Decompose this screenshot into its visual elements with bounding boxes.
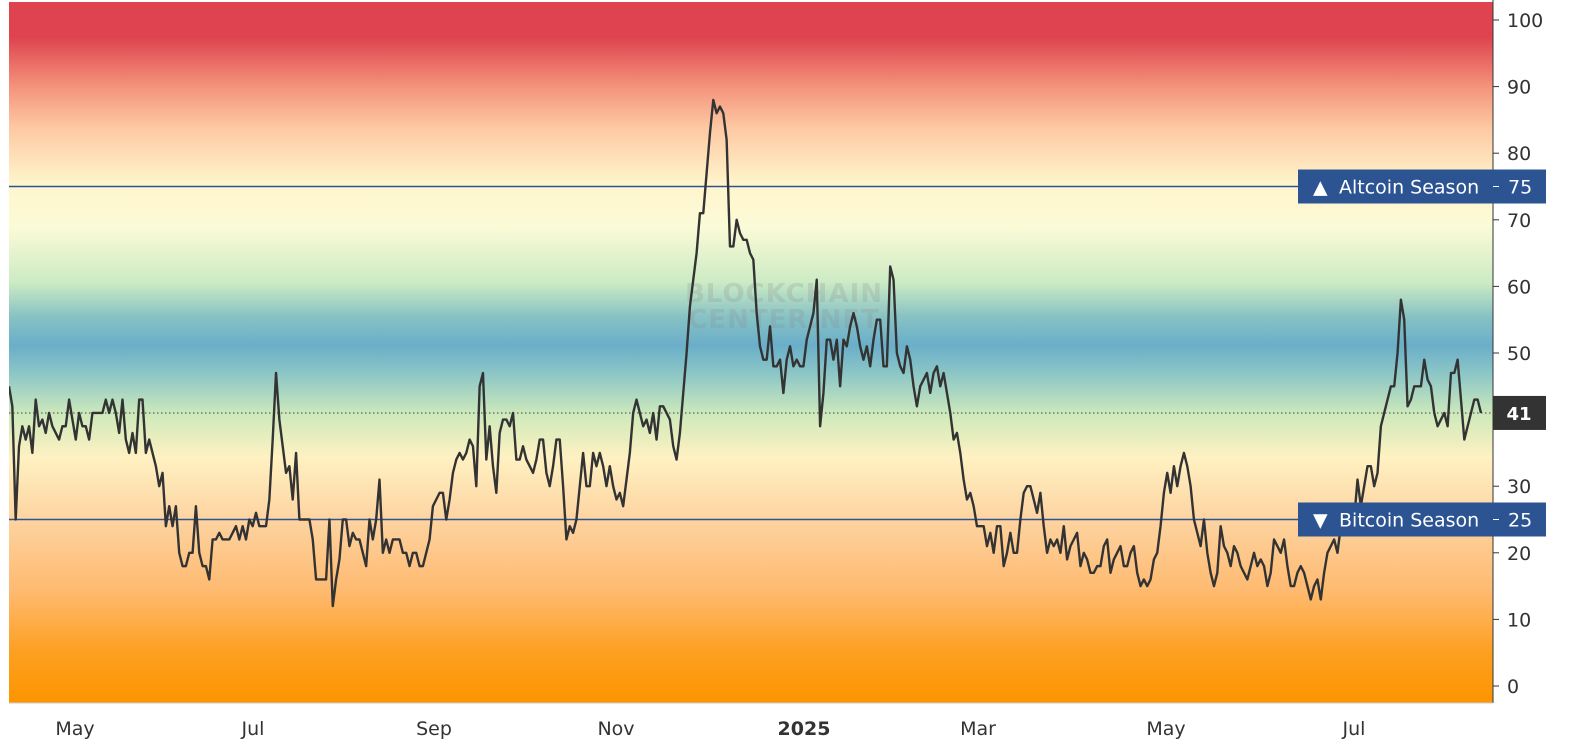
series-line — [9, 98, 1483, 608]
x-axis: May Jul Sep Nov 2025 Mar May Jul — [55, 718, 1365, 740]
watermark-line-1: BLOCKCHAIN — [685, 279, 883, 309]
current-value-label: 41 — [1506, 404, 1531, 425]
threshold-arrow: ▲ — [1313, 177, 1328, 199]
y-tick-label: 100 — [1507, 10, 1543, 32]
x-tick-label: 2025 — [778, 718, 831, 740]
y-tick-label: 10 — [1507, 609, 1531, 631]
threshold-badge: ▼ Bitcoin Season 25 — [1298, 502, 1546, 537]
x-tick-label: May — [55, 718, 94, 740]
threshold-lines — [9, 185, 1493, 521]
y-tick-label: 30 — [1507, 476, 1531, 498]
watermark: BLOCKCHAIN CENTER.NET — [685, 279, 883, 335]
threshold-badge: ▲ Altcoin Season 75 — [1298, 169, 1546, 204]
threshold-label: Bitcoin Season — [1339, 510, 1479, 532]
y-tick-label: 70 — [1507, 210, 1531, 232]
x-tick-label: Jul — [241, 718, 265, 740]
x-tick-label: Jul — [1342, 718, 1366, 740]
threshold-badge-bg — [1298, 169, 1546, 204]
threshold-label: Altcoin Season — [1339, 177, 1479, 199]
current-value-badge: 41 — [1493, 395, 1546, 430]
threshold-badges: ▲ Altcoin Season 75 ▼ Bitcoin Season 25 — [1298, 169, 1546, 537]
sentiment-band-background — [9, 2, 1493, 703]
y-tick-label: 80 — [1507, 143, 1531, 165]
y-tick-label: 90 — [1507, 77, 1531, 99]
y-tick-label: 20 — [1507, 543, 1531, 565]
y-tick-label: 0 — [1507, 676, 1519, 698]
x-tick-label: Mar — [960, 718, 996, 740]
y-axis: 0102030405060708090100 — [1493, 10, 1543, 698]
y-tick-label: 60 — [1507, 276, 1531, 298]
threshold-badge-bg — [1298, 502, 1546, 537]
threshold-value: 75 — [1508, 177, 1532, 199]
threshold-arrow: ▼ — [1313, 510, 1328, 532]
y-tick-label: 50 — [1507, 343, 1531, 365]
x-tick-label: Sep — [416, 718, 452, 740]
x-tick-label: May — [1146, 718, 1185, 740]
threshold-value: 25 — [1508, 510, 1532, 532]
watermark-line-2: CENTER.NET — [688, 305, 880, 335]
current-value-badge-bg — [1493, 395, 1546, 430]
x-tick-label: Nov — [597, 718, 634, 740]
